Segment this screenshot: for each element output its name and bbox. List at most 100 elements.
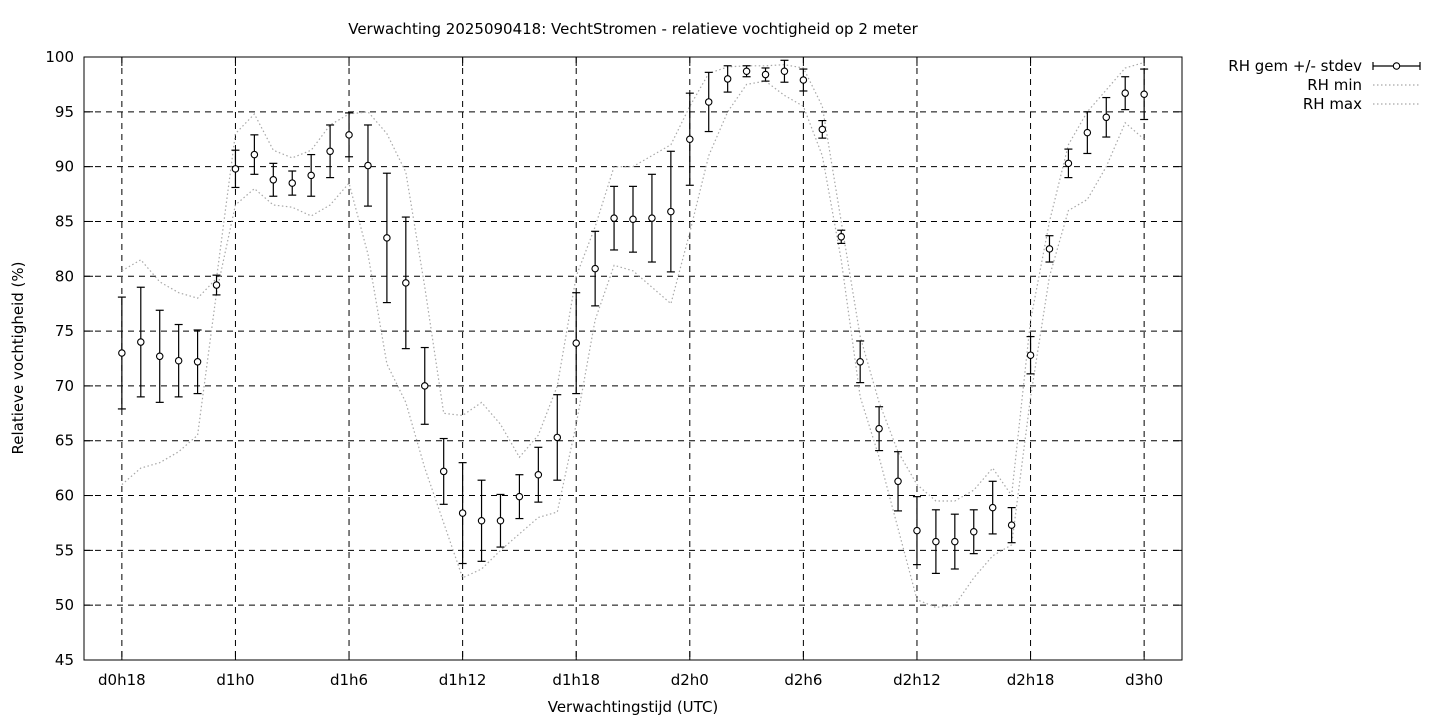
mean-marker [686,135,694,143]
plot-border [83,56,1183,661]
y-tick-label: 100 [45,48,74,66]
data-point [288,170,297,196]
data-point [780,59,789,83]
mean-marker [742,67,751,76]
mean-marker [704,98,713,106]
legend-label: RH min [1307,76,1362,94]
mean-marker [1102,113,1111,122]
mean-marker [155,352,164,361]
mean-marker [193,358,202,366]
data-point [591,230,600,307]
x-tick-label: d2h6 [784,671,822,689]
data-point [572,292,581,395]
mean-marker [174,356,183,365]
chart-title: Verwachting 2025090418: VechtStromen - r… [348,20,918,38]
mean-marker [1083,128,1092,137]
data-point [1102,96,1111,138]
mean-marker [307,171,315,180]
legend-entry: RH gem +/- stdev [1228,57,1421,75]
series-layer [117,59,1149,609]
mean-marker [913,526,921,535]
x-axis-label: Verwachtingstijd (UTC) [548,698,719,716]
mean-marker [1140,90,1148,99]
mean-marker [591,264,599,273]
data-point [420,346,429,425]
series-line-rh-min [121,80,1145,609]
y-tick-label: 70 [55,377,74,395]
mean-marker [629,215,637,224]
data-point [723,65,732,93]
mean-marker [951,537,959,546]
data-point [212,274,221,296]
data-point [666,150,675,273]
data-point [174,323,183,398]
legend-entry: RH min [1307,76,1420,94]
mean-marker [458,509,467,517]
mean-marker [345,131,353,139]
data-point [799,68,808,92]
x-tick-label: d1h6 [330,671,368,689]
y-tick-label: 75 [55,322,74,340]
data-point [515,474,524,520]
y-tick-label: 55 [55,541,74,559]
mean-marker [534,470,543,479]
legend-label: RH gem +/- stdev [1228,57,1362,75]
data-point [647,173,656,263]
series-line-rh-max [121,61,1145,502]
data-point [761,67,770,82]
y-tick-label: 65 [55,432,74,450]
mean-marker [761,70,770,79]
data-point [742,65,751,78]
x-tick-label: d1h18 [552,671,600,689]
data-point [401,216,410,350]
data-point [496,493,505,548]
data-point [894,451,903,512]
mean-marker [856,358,864,366]
data-point [837,229,846,244]
mean-marker [875,424,883,433]
mean-marker [402,279,410,287]
mean-marker [988,503,997,512]
mean-marker [118,349,126,357]
data-point [553,394,562,481]
mean-marker [1026,351,1035,359]
legend-entry: RH max [1303,95,1420,113]
data-point [477,479,486,562]
data-point [155,309,164,403]
y-tick-label: 80 [55,267,74,285]
data-point [1045,235,1054,263]
data-point [685,92,694,186]
mean-marker [515,492,524,501]
legend-marker [1392,62,1401,70]
mean-marker [212,281,221,289]
mean-marker [288,179,296,187]
data-point [231,149,240,189]
data-point [326,124,335,179]
mean-marker [970,527,978,536]
x-tick-label: d2h0 [671,671,709,689]
mean-marker [477,517,486,525]
data-point [1083,111,1092,155]
data-point [1121,76,1130,111]
mean-marker [364,161,372,170]
x-tick-label: d1h0 [216,671,254,689]
data-point [818,119,827,139]
data-point [1026,335,1035,375]
mean-marker [250,150,259,159]
mean-marker [610,214,618,222]
mean-marker [837,233,845,241]
data-point [345,112,354,158]
mean-marker [496,517,505,525]
y-tick-label: 85 [55,212,74,230]
data-point [629,185,637,253]
mean-marker [572,339,580,347]
y-axis-label: Relatieve vochtigheid (%) [9,261,27,454]
mean-marker [1045,245,1054,253]
data-point [969,509,978,555]
mean-marker [799,76,808,84]
x-tick-label: d1h12 [439,671,487,689]
data-point [117,296,126,410]
mean-marker [1064,159,1073,168]
